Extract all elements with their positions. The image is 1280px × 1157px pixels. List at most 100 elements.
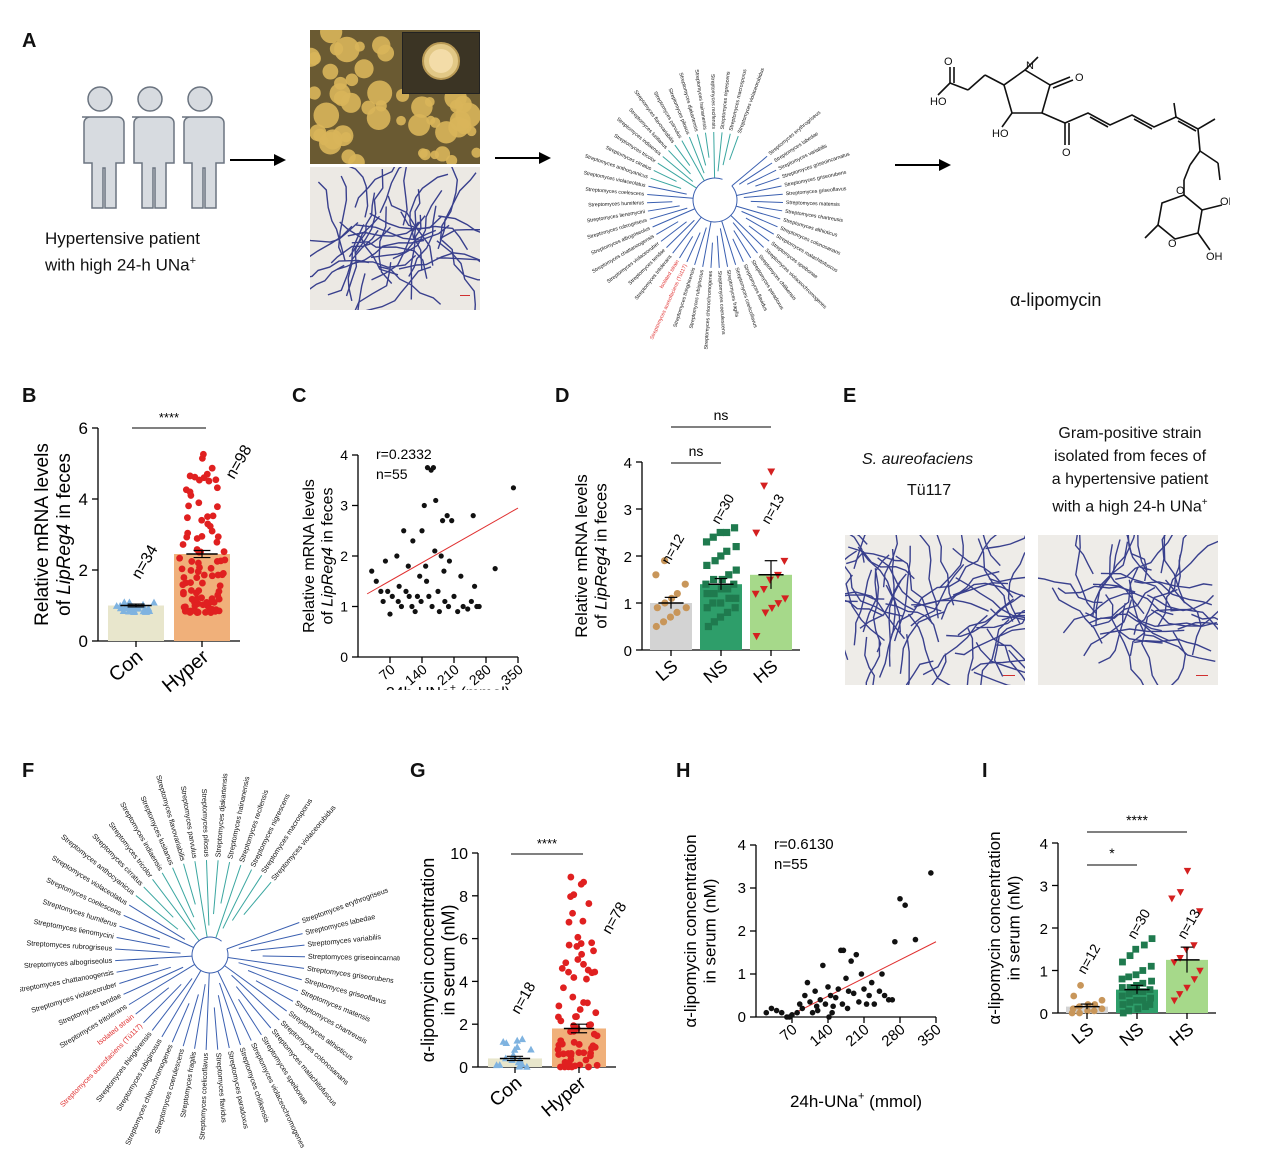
data-point	[508, 1056, 516, 1064]
hypha	[1085, 566, 1139, 620]
tree-branch	[647, 193, 694, 199]
colony	[322, 129, 343, 150]
data-point	[752, 633, 761, 641]
tree-branch	[116, 964, 159, 973]
data-point	[446, 558, 453, 564]
data-point	[212, 476, 220, 484]
tree-branch	[238, 933, 303, 949]
data-point	[760, 482, 769, 490]
hypha	[845, 550, 857, 561]
data-point	[1183, 867, 1192, 875]
tree-branch	[143, 983, 182, 1024]
data-point	[1077, 981, 1084, 989]
data-point	[205, 477, 213, 485]
data-point	[1148, 935, 1156, 943]
hypha	[1137, 535, 1148, 571]
data-point	[455, 608, 461, 615]
data-point	[592, 1009, 600, 1017]
data-point	[1084, 1007, 1092, 1015]
significance-label: ****	[537, 836, 557, 851]
data-point	[1132, 945, 1140, 953]
y-axis-label-line1: α-lipomycin concentration	[418, 858, 438, 1063]
colony	[377, 44, 395, 62]
data-point	[378, 588, 384, 594]
data-point	[527, 1045, 535, 1053]
data-point	[193, 546, 201, 553]
regression-line	[366, 507, 519, 595]
colony	[313, 102, 340, 129]
data-point	[188, 558, 196, 565]
tree-branch	[151, 978, 193, 1031]
hypha	[952, 547, 1014, 598]
y-axis-label: α-lipomycin concentrationin serum (nM)	[681, 834, 720, 1027]
tree-branch	[717, 132, 723, 172]
phylogenetic-tree: Streptomyces erythrogriseusStreptomyces …	[583, 67, 851, 350]
hyphae-image	[845, 535, 1025, 685]
tree-branch	[172, 867, 195, 918]
y-axis-label-line2: in serum (nM)	[1005, 876, 1024, 981]
data-point	[554, 1013, 562, 1021]
tree-branch	[255, 980, 294, 1002]
chart-g: 0 2 4 6 8 10 Con Hyper **** n=18 n=78 α-lipomycin c…	[418, 836, 630, 1121]
hypha	[398, 252, 480, 270]
data-point	[723, 608, 732, 616]
data-point	[187, 567, 195, 574]
data-point	[200, 474, 208, 482]
data-point	[820, 962, 826, 969]
data-point	[182, 486, 190, 494]
data-point	[796, 1001, 803, 1007]
hypha	[845, 565, 904, 617]
data-point	[389, 593, 395, 599]
tree-branch	[143, 886, 174, 918]
hypha	[1115, 535, 1174, 580]
hypha	[379, 167, 403, 214]
data-point	[781, 595, 790, 603]
tree-branch	[746, 169, 777, 185]
hypha	[438, 215, 480, 233]
x-axis-label-main: 24h-UNa	[790, 1092, 859, 1111]
hypha	[845, 574, 885, 642]
hypha	[1143, 634, 1216, 662]
svg-text:HO: HO	[992, 128, 1009, 140]
data-point	[396, 583, 402, 589]
hypha	[1074, 535, 1094, 575]
data-point	[853, 951, 860, 958]
data-point	[1098, 1005, 1106, 1013]
hypha	[931, 653, 947, 685]
tree-branch	[735, 205, 781, 220]
y-axis-label-gene: LipReg4	[54, 524, 75, 595]
data-point	[180, 588, 187, 596]
data-point	[1168, 895, 1176, 903]
data-point	[666, 613, 675, 621]
data-point	[209, 512, 217, 520]
data-point	[451, 593, 457, 599]
data-point	[839, 1001, 846, 1007]
y-axis-label-line2: in serum (nM)	[439, 904, 459, 1015]
hypha	[327, 229, 379, 296]
hypha	[954, 627, 1025, 656]
tree-branch	[757, 206, 783, 212]
hypha	[1007, 552, 1025, 624]
data-point	[513, 1036, 521, 1044]
hypha	[1134, 580, 1213, 589]
hypha	[1134, 638, 1212, 652]
data-point	[387, 611, 393, 617]
data-point	[193, 535, 201, 542]
n-label: n=12	[1074, 941, 1104, 976]
colony	[329, 42, 344, 56]
y-axis-label: α-lipomycin concentrationin serum (nM)	[418, 858, 459, 1063]
data-point	[569, 993, 577, 1001]
data-point	[840, 947, 847, 954]
data-point	[187, 492, 195, 499]
data-point	[577, 940, 585, 947]
data-point	[814, 1007, 821, 1014]
tree-branch	[205, 972, 210, 1050]
data-point	[214, 591, 222, 599]
hypha	[354, 167, 396, 208]
data-point	[565, 941, 573, 949]
tree-leaf-label: Streptomyces coelicoflavus	[197, 1052, 210, 1140]
hypha	[919, 535, 939, 619]
x-axis-label-main: 24h-UNa	[386, 685, 450, 690]
data-point	[560, 984, 567, 992]
data-point	[589, 1042, 597, 1050]
